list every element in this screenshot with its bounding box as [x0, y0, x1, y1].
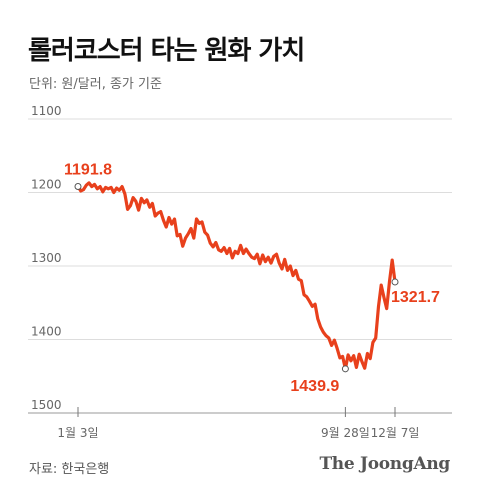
y-tick-label: 1100 [31, 104, 62, 118]
chart-title: 롤러코스터 타는 원화 가치 [28, 36, 305, 66]
x-tick-label: 12월 7일 [371, 426, 420, 440]
data-point-marker [341, 365, 349, 373]
data-label: 1439.9 [290, 378, 339, 395]
source-note: 자료: 한국은행 [29, 462, 110, 477]
data-point-marker [74, 182, 82, 190]
y-tick-label: 1500 [31, 398, 62, 412]
x-tick-label: 1월 3일 [57, 426, 98, 440]
publisher-logo: The JoongAng [319, 454, 450, 474]
data-label: 1191.8 [64, 161, 112, 178]
y-tick-label: 1200 [31, 178, 62, 192]
chart-subtitle: 단위: 원/달러, 종가 기준 [29, 77, 162, 92]
x-tick-label: 9월 28일 [321, 426, 370, 440]
series-line [76, 181, 397, 371]
y-tick-label: 1400 [31, 325, 62, 339]
y-tick-label: 1300 [31, 251, 62, 265]
data-label: 1321.7 [391, 289, 440, 306]
data-point-marker [391, 278, 399, 286]
